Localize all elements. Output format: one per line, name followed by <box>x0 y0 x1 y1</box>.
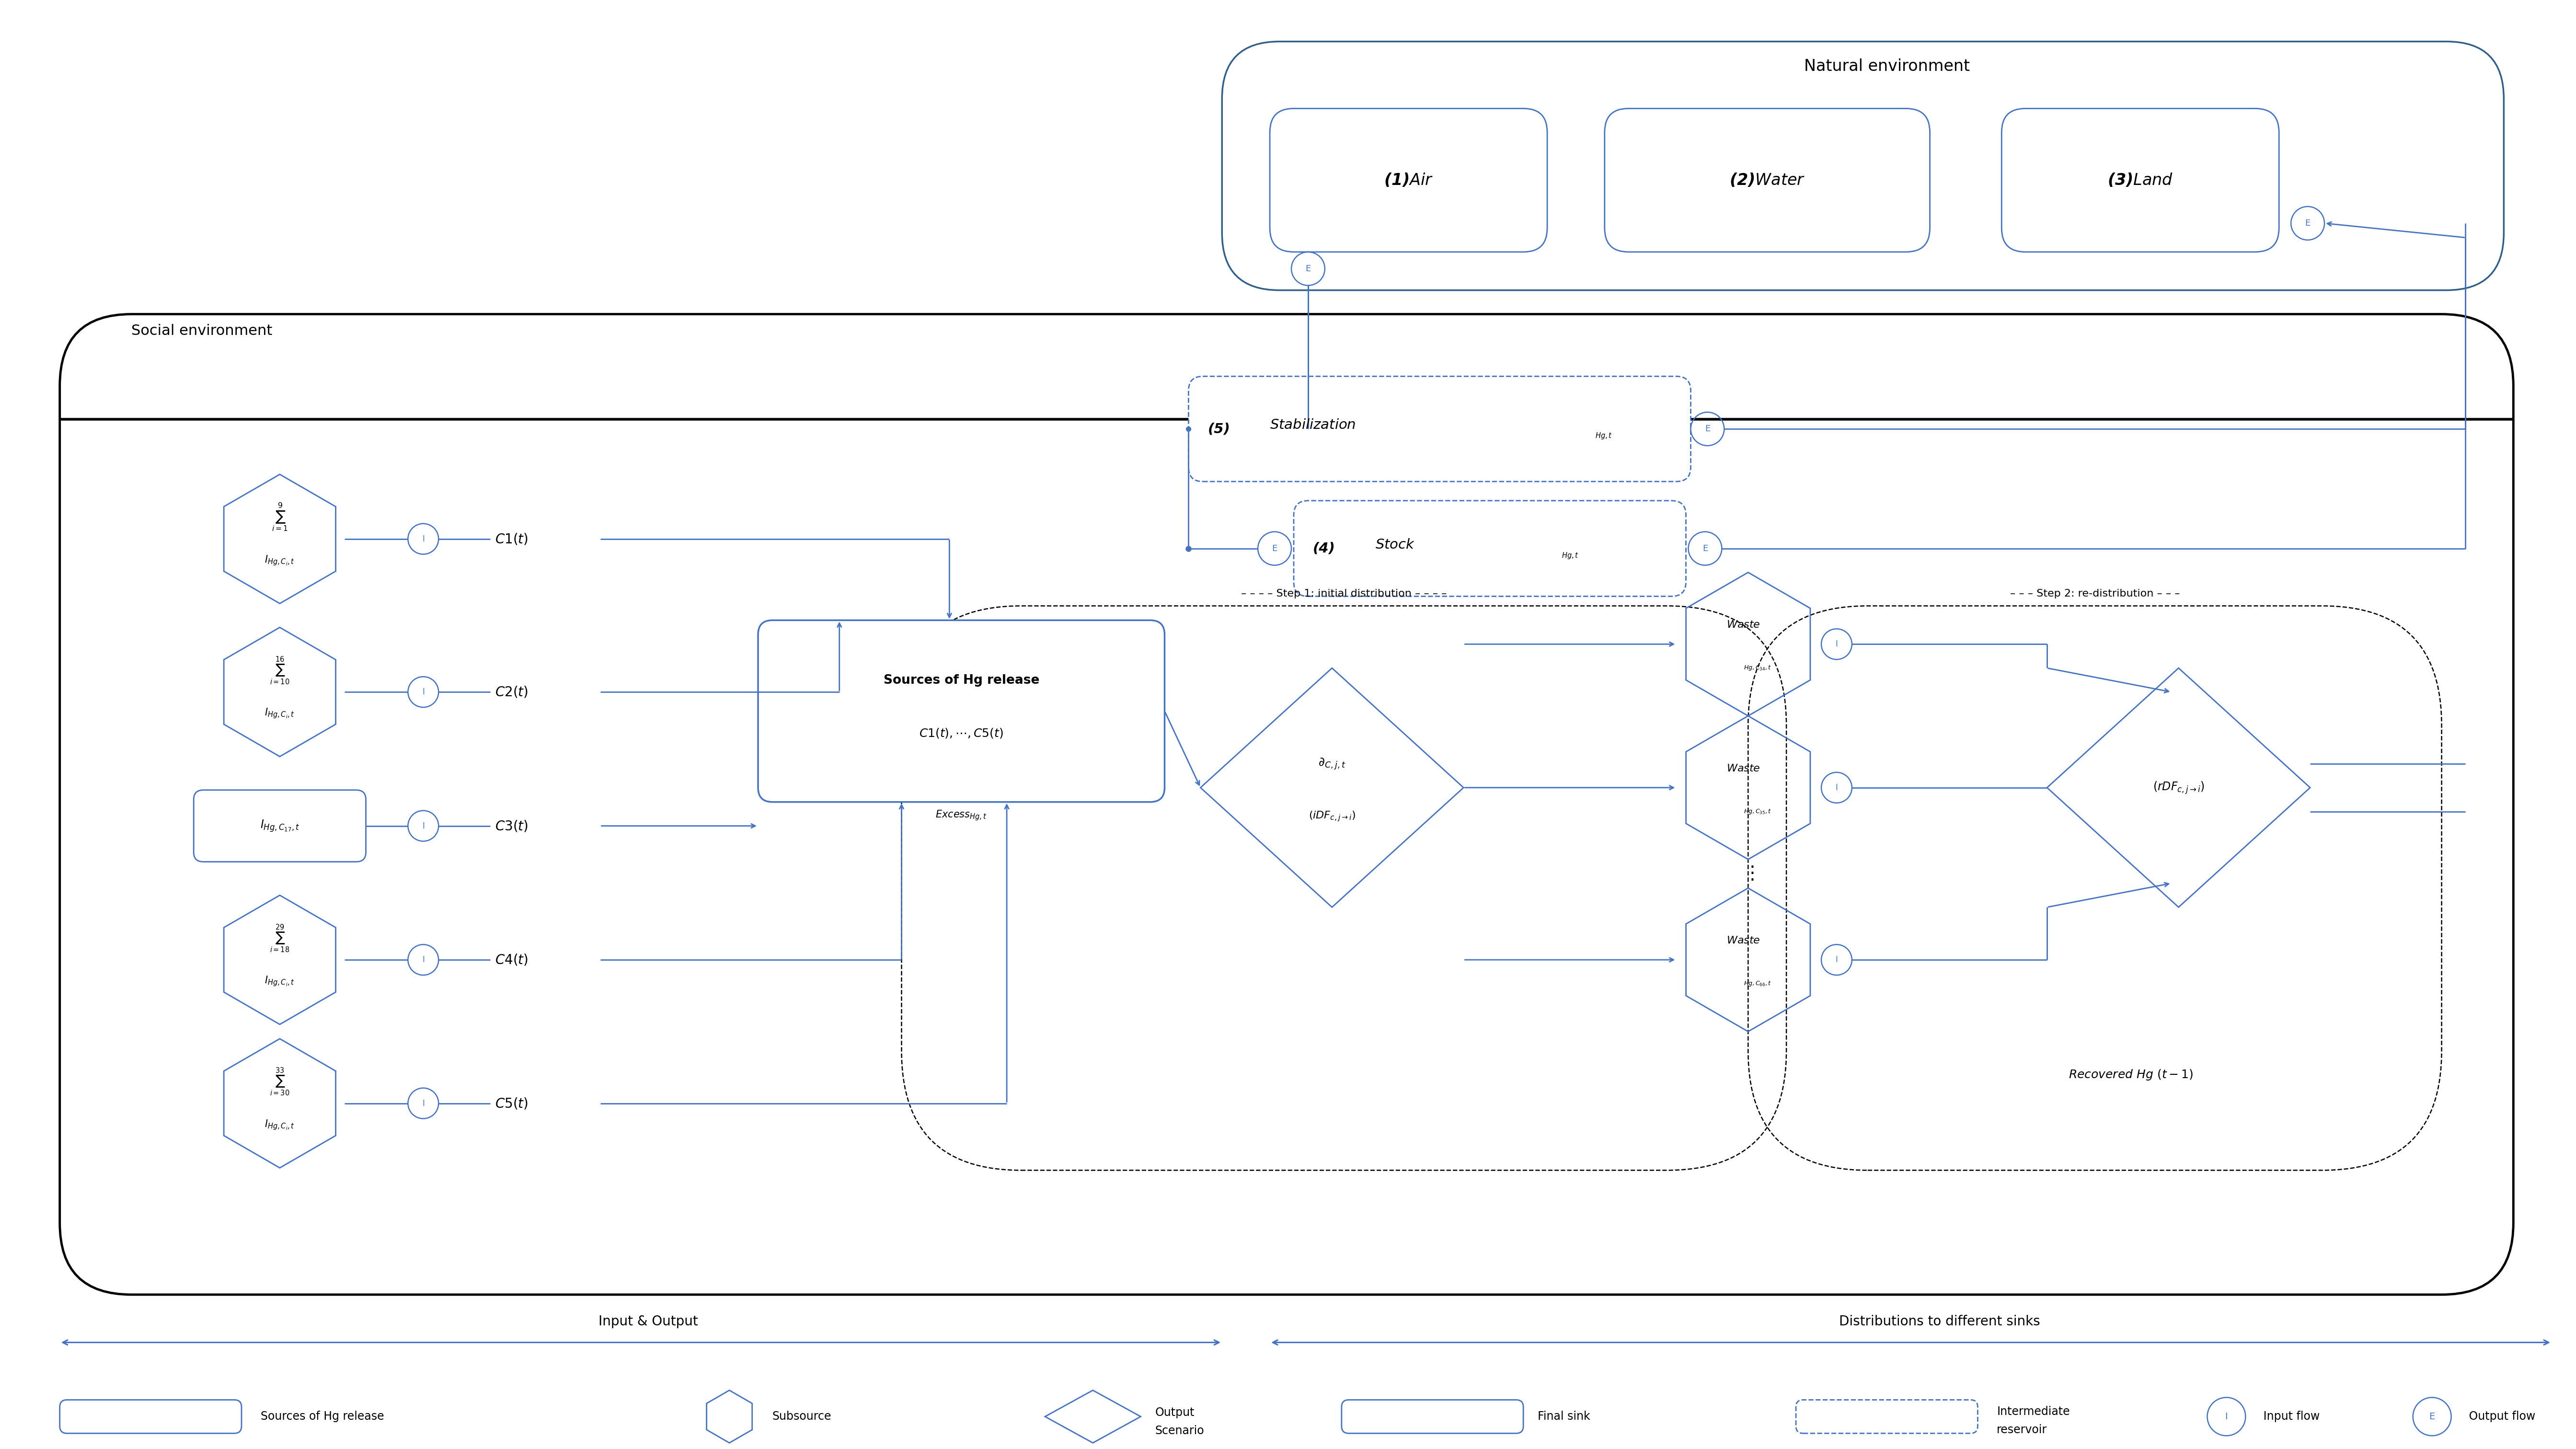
Text: $C1(t), \cdots, C5(t)$: $C1(t), \cdots, C5(t)$ <box>920 727 1005 739</box>
Text: Sources of Hg release: Sources of Hg release <box>884 674 1038 687</box>
FancyBboxPatch shape <box>1605 109 1929 252</box>
FancyBboxPatch shape <box>59 1400 242 1433</box>
Text: (4): (4) <box>1314 542 1334 555</box>
Text: $\mathit{Waste}$: $\mathit{Waste}$ <box>1726 620 1759 630</box>
Text: $\partial_{C,j,t}$: $\partial_{C,j,t}$ <box>1319 756 1345 771</box>
Text: $\vdots$: $\vdots$ <box>1741 865 1754 882</box>
Text: $_{Hg,C_{34},t}$: $_{Hg,C_{34},t}$ <box>1744 664 1772 672</box>
Text: $Excess_{Hg,t}$: $Excess_{Hg,t}$ <box>935 809 987 822</box>
Text: $C5(t)$: $C5(t)$ <box>495 1097 528 1110</box>
FancyBboxPatch shape <box>1795 1400 1978 1433</box>
Text: $\mathit{Waste}$: $\mathit{Waste}$ <box>1726 936 1759 946</box>
Text: $(iDF_{c,j\to i})$: $(iDF_{c,j\to i})$ <box>1309 810 1355 823</box>
Text: (1)$\mathit{Air}$: (1)$\mathit{Air}$ <box>1383 172 1432 188</box>
Text: $_{Hg,C_{66},t}$: $_{Hg,C_{66},t}$ <box>1744 980 1772 988</box>
Text: $I_{Hg,C_i,t}$: $I_{Hg,C_i,t}$ <box>265 975 294 988</box>
Text: E: E <box>1703 545 1708 554</box>
Text: $C3(t)$: $C3(t)$ <box>495 819 528 833</box>
Text: Input & Output: Input & Output <box>598 1314 698 1329</box>
Text: E: E <box>1306 264 1311 272</box>
Text: $I_{Hg,C_i,t}$: $I_{Hg,C_i,t}$ <box>265 707 294 720</box>
Text: $\mathbf{\mathit{Stock}}$: $\mathbf{\mathit{Stock}}$ <box>1376 538 1414 552</box>
Text: reservoir: reservoir <box>1996 1424 2048 1436</box>
FancyBboxPatch shape <box>1188 377 1690 481</box>
Text: $Recovered\ Hg\ (t-1)$: $Recovered\ Hg\ (t-1)$ <box>2069 1068 2192 1081</box>
Text: Social environment: Social environment <box>131 323 273 338</box>
Text: $(rDF_{c,j\to i})$: $(rDF_{c,j\to i})$ <box>2154 780 2205 796</box>
Text: Output: Output <box>1154 1407 1195 1419</box>
Text: E: E <box>1273 545 1278 554</box>
FancyBboxPatch shape <box>1342 1400 1522 1433</box>
FancyBboxPatch shape <box>193 790 366 862</box>
FancyBboxPatch shape <box>757 620 1164 801</box>
Text: – – – – Step 1: initial distribution – – – –: – – – – Step 1: initial distribution – –… <box>1242 590 1448 598</box>
Text: (3)$\mathit{Land}$: (3)$\mathit{Land}$ <box>2107 172 2174 188</box>
Text: Intermediate: Intermediate <box>1996 1406 2071 1417</box>
Text: $\mathit{Waste}$: $\mathit{Waste}$ <box>1726 764 1759 774</box>
Text: Input flow: Input flow <box>2259 1411 2321 1423</box>
Text: (5): (5) <box>1208 422 1231 436</box>
FancyBboxPatch shape <box>2002 109 2280 252</box>
Text: (2)$\mathit{Water}$: (2)$\mathit{Water}$ <box>1728 172 1806 188</box>
Text: $I_{Hg,C_i,t}$: $I_{Hg,C_i,t}$ <box>265 1119 294 1132</box>
Text: $_{Hg,t}$: $_{Hg,t}$ <box>1595 432 1613 440</box>
Text: $_{Hg,C_{35},t}$: $_{Hg,C_{35},t}$ <box>1744 807 1772 816</box>
Text: Distributions to different sinks: Distributions to different sinks <box>1839 1314 2040 1329</box>
Text: $I_{Hg,C_i,t}$: $I_{Hg,C_i,t}$ <box>265 554 294 567</box>
FancyBboxPatch shape <box>1270 109 1548 252</box>
Text: E: E <box>2306 219 2311 227</box>
Text: $\sum_{i=18}^{29}$: $\sum_{i=18}^{29}$ <box>270 923 289 953</box>
Text: $C1(t)$: $C1(t)$ <box>495 532 528 546</box>
FancyBboxPatch shape <box>1293 501 1685 597</box>
Text: $C2(t)$: $C2(t)$ <box>495 685 528 698</box>
Text: E: E <box>2429 1411 2434 1421</box>
Text: $C4(t)$: $C4(t)$ <box>495 953 528 966</box>
Text: $_{Hg,t}$: $_{Hg,t}$ <box>1561 551 1579 561</box>
Text: $\sum_{i=30}^{33}$: $\sum_{i=30}^{33}$ <box>270 1066 289 1097</box>
Text: $\mathbf{\mathit{Stabilization}}$: $\mathbf{\mathit{Stabilization}}$ <box>1270 419 1355 432</box>
Text: I: I <box>2226 1411 2228 1421</box>
Text: $\sum_{i=10}^{16}$: $\sum_{i=10}^{16}$ <box>270 655 289 685</box>
Text: Final sink: Final sink <box>1538 1411 1589 1423</box>
Text: $\sum_{i=1}^{9}$: $\sum_{i=1}^{9}$ <box>270 501 289 533</box>
Text: $I_{Hg,C_{17},t}$: $I_{Hg,C_{17},t}$ <box>260 819 299 833</box>
Text: Natural environment: Natural environment <box>1803 58 1971 74</box>
Text: Output flow: Output flow <box>2465 1411 2535 1423</box>
Text: E: E <box>1705 425 1710 433</box>
FancyBboxPatch shape <box>59 314 2514 1294</box>
Text: – – – Step 2: re-distribution – – –: – – – Step 2: re-distribution – – – <box>2009 590 2179 598</box>
FancyBboxPatch shape <box>1221 42 2504 290</box>
Text: Sources of Hg release: Sources of Hg release <box>260 1411 384 1423</box>
Text: Subsource: Subsource <box>773 1411 832 1423</box>
Text: Scenario: Scenario <box>1154 1426 1203 1436</box>
